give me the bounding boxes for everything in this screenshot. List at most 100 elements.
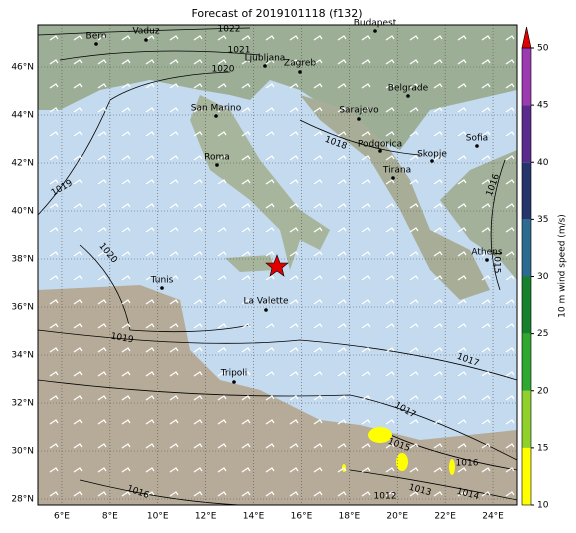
wind-barb (361, 179, 371, 185)
wind-barb (433, 203, 443, 209)
wind-barb (241, 203, 251, 209)
lat-tick-label: 44°N (11, 111, 34, 121)
wind-barb (241, 491, 251, 497)
wind-barb (505, 179, 515, 185)
wind-barb (217, 179, 227, 185)
lat-tick-label: 46°N (11, 63, 34, 73)
wind-barb (457, 371, 467, 377)
wind-barb (289, 323, 299, 329)
wind-barb (121, 131, 131, 137)
wind-barb (217, 419, 227, 425)
wind-barb (169, 179, 179, 185)
wind-barb (217, 251, 227, 257)
lat-tick-label: 40°N (11, 207, 34, 217)
wind-barb (49, 443, 59, 449)
wind-barb (145, 83, 155, 89)
wind-barb (361, 371, 371, 377)
city-label: Skopje (417, 150, 447, 160)
wind-barb (265, 35, 275, 41)
wind-barb (97, 251, 107, 257)
wind-barb (385, 107, 395, 113)
wind-barb (289, 491, 299, 497)
wind-barb (49, 419, 59, 425)
colorbar-tick-label: 40 (537, 158, 549, 168)
wind-barb (121, 155, 131, 161)
wind-barb (481, 467, 491, 473)
wind-barb (49, 275, 59, 281)
wind-barb (361, 83, 371, 89)
wind-barb (193, 131, 203, 137)
wind-barb (433, 83, 443, 89)
wind-barb (289, 275, 299, 281)
wind-barb (361, 443, 371, 449)
wind-barb (217, 155, 227, 161)
wind-barb (169, 491, 179, 497)
city-label: Tripoli (220, 369, 248, 379)
wind-barb (433, 59, 443, 65)
wind-barb (361, 59, 371, 65)
wind-barb (385, 443, 395, 449)
wind-barb (313, 35, 323, 41)
wind-barb (241, 395, 251, 401)
wind-barb (433, 419, 443, 425)
wind-barb (241, 59, 251, 65)
city-dot (430, 159, 434, 163)
wind-barb (193, 83, 203, 89)
wind-barb (73, 83, 83, 89)
wind-barb (409, 251, 419, 257)
lon-tick-label: 8°E (102, 512, 118, 522)
wind-barb (313, 227, 323, 233)
wind-barb (337, 59, 347, 65)
wind-barb (409, 467, 419, 473)
wind-barb (241, 107, 251, 113)
lat-tick-label: 30°N (11, 447, 34, 457)
wind-barb (121, 83, 131, 89)
city-dot (264, 308, 268, 312)
wind-barb (457, 491, 467, 497)
wind-barb (73, 107, 83, 113)
wind-barb (337, 275, 347, 281)
wind-barb (313, 395, 323, 401)
wind-barb (385, 347, 395, 353)
wind-barb (145, 323, 155, 329)
wind-barb (289, 395, 299, 401)
wind-barb (241, 347, 251, 353)
wind-barb (217, 323, 227, 329)
wind-barb (145, 179, 155, 185)
lon-tick-label: 24°E (482, 512, 504, 522)
wind-barb (385, 419, 395, 425)
wind-barb (169, 59, 179, 65)
wind-barb (337, 131, 347, 137)
wind-barb (385, 227, 395, 233)
city-label: Zagreb (284, 59, 316, 69)
wind-barb (145, 443, 155, 449)
colorbar-tick-label: 15 (537, 443, 548, 453)
wind-barb (409, 35, 419, 41)
wind-barb (337, 35, 347, 41)
wind-barb (241, 251, 251, 257)
wind-barb (169, 347, 179, 353)
wind-barb (49, 131, 59, 137)
wind-barb (385, 83, 395, 89)
city-dot (391, 176, 395, 180)
lat-tick-label: 28°N (11, 495, 34, 505)
wind-barb (313, 59, 323, 65)
wind-barb (289, 59, 299, 65)
wind-barb (241, 179, 251, 185)
colorbar-tick-label: 20 (537, 386, 549, 396)
isobar-label: 1021 (228, 46, 251, 56)
wind-barb (265, 371, 275, 377)
wind-barb (49, 395, 59, 401)
map-frame (37, 24, 518, 506)
wind-barb (73, 347, 83, 353)
city-dot (160, 286, 164, 290)
wind-barb (145, 419, 155, 425)
wind-barb (193, 227, 203, 233)
wind-barb (217, 107, 227, 113)
wind-barb (193, 491, 203, 497)
wind-barb (241, 227, 251, 233)
wind-barb (121, 299, 131, 305)
wind-barb (409, 179, 419, 185)
wind-barb (241, 323, 251, 329)
wind-barb (505, 35, 515, 41)
